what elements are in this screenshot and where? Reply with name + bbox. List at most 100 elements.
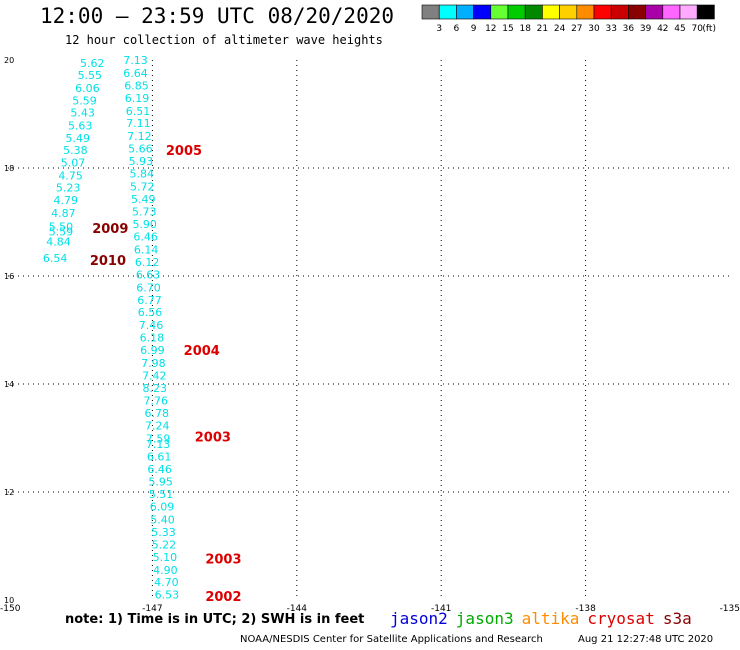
satellite-legend-entry: cryosat: [587, 609, 655, 628]
wave-height-value: 6.09: [150, 501, 175, 514]
satellite-legend: jason2 jason3 altika cryosat s3a: [390, 609, 700, 628]
footer-note: note: 1) Time is in UTC; 2) SWH is in fe…: [65, 612, 365, 627]
colorbar-cell: [628, 4, 646, 20]
colorbar-label: 6: [454, 24, 460, 34]
pass-time-label: 2002: [205, 590, 241, 605]
wave-height-value: 4.87: [51, 207, 76, 220]
colorbar-label: 33: [605, 24, 616, 34]
wave-height-value: 6.19: [125, 92, 150, 105]
wave-height-value: 7.24: [145, 420, 170, 433]
wave-height-value: 5.55: [78, 69, 103, 82]
wave-height-value: 6.63: [136, 268, 161, 281]
colorbar-label: 70: [691, 24, 703, 34]
colorbar-label: 21: [537, 24, 548, 34]
wave-height-value: 6.12: [135, 256, 160, 269]
colorbar-label: 12: [485, 24, 496, 34]
pass-time-label: 2003: [195, 430, 231, 445]
wave-height-value: 6.46: [133, 231, 158, 244]
colorbar-cell: [524, 4, 543, 20]
pass-time-label: 2010: [90, 254, 126, 269]
wave-height-value: 7.12: [127, 130, 152, 143]
lon-tick-label: -144: [287, 604, 308, 614]
satellite-legend-entry: s3a: [662, 609, 692, 628]
wave-height-value: 6.61: [147, 450, 172, 463]
wave-height-value: 4.90: [153, 564, 178, 577]
lat-tick-label: 12: [4, 488, 14, 497]
wave-height-value: 7.13: [146, 438, 171, 451]
wave-height-value: 6.46: [147, 463, 172, 476]
wave-height-value: 7.76: [144, 395, 169, 408]
wave-height-value: 7.59: [146, 433, 171, 446]
wave-height-value: 7.13: [123, 54, 148, 67]
colorbar-label: 27: [571, 24, 582, 34]
wave-height-value: 5.23: [56, 181, 81, 194]
wave-height-value: 6.54: [43, 252, 68, 265]
colorbar-cell: [456, 4, 474, 20]
colorbar-label: 3: [436, 24, 442, 34]
pass-time-label: 2005: [166, 144, 202, 159]
satellite-legend-entry: altika: [521, 609, 580, 628]
wave-height-value: 6.14: [134, 244, 159, 257]
colorbar-label: 42: [657, 24, 668, 34]
lat-tick-label: 14: [4, 380, 14, 389]
satellite-legend-entry: jason2: [390, 609, 448, 628]
colorbar-label: 45: [674, 24, 685, 34]
colorbar-cell: [576, 4, 595, 20]
wave-height-value: 5.50: [49, 220, 74, 233]
wave-height-value: 5.07: [61, 157, 86, 170]
wave-height-value: 6.78: [144, 407, 169, 420]
wave-height-value: 5.49: [66, 132, 91, 145]
wave-height-value: 5.72: [130, 180, 155, 193]
colorbar-cell: [438, 4, 457, 20]
wave-height-value: 6.77: [137, 294, 162, 307]
wave-height-value: 4.70: [154, 576, 179, 589]
page-title: 12:00 – 23:59 UTC 08/20/2020: [40, 4, 395, 28]
wave-height-value: 5.59: [72, 95, 97, 108]
colorbar-cell: [696, 4, 715, 20]
lon-tick-label: -138: [575, 604, 596, 614]
lat-tick-label: 18: [4, 164, 14, 173]
colorbar-label: 18: [519, 24, 531, 34]
lon-tick-label: -147: [142, 604, 162, 614]
footer-credit: NOAA/NESDIS Center for Satellite Applica…: [240, 634, 543, 645]
lon-tick-label: -150: [0, 604, 21, 614]
wave-height-value: 5.51: [149, 488, 174, 501]
wave-height-value: 8.23: [143, 382, 168, 395]
wave-height-value: 5.93: [129, 155, 154, 168]
wave-height-value: 6.56: [138, 306, 163, 319]
wave-height-value: 5.90: [132, 218, 157, 231]
page-subtitle: 12 hour collection of altimeter wave hei…: [65, 33, 383, 47]
colorbar-cell: [507, 4, 526, 20]
wave-height-value: 5.66: [128, 143, 153, 156]
wave-height-value: 5.49: [131, 193, 156, 206]
wave-height-value: 5.95: [148, 476, 173, 489]
wave-height-value: 5.43: [70, 106, 95, 119]
colorbar-cell: [542, 4, 560, 20]
colorbar-cell: [593, 4, 612, 20]
wave-height-value: 7.46: [139, 319, 164, 332]
colorbar-cell: [610, 4, 629, 20]
wave-height-value: 4.75: [58, 170, 83, 183]
colorbar-label: 9: [471, 24, 477, 34]
lat-tick-label: 20: [4, 56, 14, 65]
wave-height-value: 5.59: [49, 226, 74, 239]
wave-height-value: 6.51: [126, 105, 151, 118]
wave-height-value: 5.22: [152, 538, 177, 551]
wave-height-value: 7.42: [142, 369, 167, 382]
pass-time-label: 2004: [184, 344, 220, 359]
pass-time-label: 2003: [205, 552, 241, 567]
wave-height-value: 5.63: [68, 119, 93, 132]
wave-height-value: 4.84: [46, 235, 71, 248]
colorbar-unit-label: (ft): [702, 24, 716, 34]
wave-height-value: 5.38: [63, 144, 88, 157]
wave-height-value: 5.62: [80, 57, 105, 70]
colorbar-cell: [473, 4, 492, 20]
wave-height-value: 5.40: [150, 514, 175, 527]
wave-height-value: 5.84: [130, 167, 155, 180]
lon-tick-label: -141: [431, 604, 451, 614]
wave-height-value: 6.53: [155, 589, 180, 602]
lat-tick-label: 10: [4, 596, 14, 605]
footer-timestamp: Aug 21 12:27:48 UTC 2020: [578, 634, 714, 645]
colorbar-cell: [490, 4, 509, 20]
